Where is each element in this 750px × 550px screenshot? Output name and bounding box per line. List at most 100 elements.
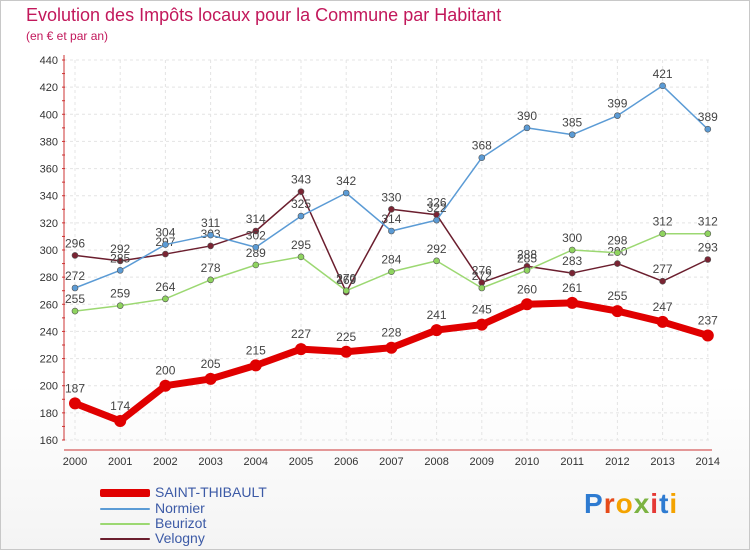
data-label-beurizot: 259 xyxy=(110,287,130,301)
x-tick-label: 2006 xyxy=(334,456,358,468)
data-point-normier xyxy=(252,243,260,251)
data-label-beurizot: 255 xyxy=(65,292,85,306)
legend-item-beurizot: Beurizot xyxy=(100,515,320,531)
data-point-beurizot xyxy=(478,284,486,292)
data-point-normier xyxy=(704,125,712,133)
data-label-normier: 342 xyxy=(336,174,356,188)
y-tick-label: 160 xyxy=(40,435,58,447)
data-label-velogny: 330 xyxy=(381,190,401,204)
data-point-velogny xyxy=(297,188,305,195)
data-point-beurizot xyxy=(252,261,260,269)
x-tick-label: 2012 xyxy=(605,456,629,468)
brand-letter: i xyxy=(669,488,679,519)
data-point-beurizot xyxy=(388,268,395,276)
data-point-velogny xyxy=(207,242,214,250)
x-tick-label: 2014 xyxy=(696,456,720,468)
data-point-normier xyxy=(297,212,305,220)
data-label-velogny: 277 xyxy=(653,262,673,276)
x-tick-label: 2013 xyxy=(650,456,674,468)
data-label-velogny: 276 xyxy=(472,264,492,278)
data-label-normier: 302 xyxy=(246,228,266,242)
data-point-beurizot xyxy=(659,230,666,238)
data-point-beurizot xyxy=(614,249,621,257)
data-label-saint-thibault: 241 xyxy=(427,308,447,322)
x-tick-label: 2011 xyxy=(560,456,584,468)
legend-swatch-velogny xyxy=(100,538,150,540)
data-label-normier: 325 xyxy=(291,197,311,211)
data-point-saint-thibault xyxy=(385,341,398,354)
data-label-saint-thibault: 247 xyxy=(653,300,673,314)
data-point-normier xyxy=(568,131,576,138)
data-label-saint-thibault: 260 xyxy=(517,282,537,296)
data-label-normier: 311 xyxy=(201,216,220,230)
data-label-normier: 421 xyxy=(653,67,673,81)
x-tick-label: 2003 xyxy=(198,456,222,468)
data-point-saint-thibault xyxy=(249,359,262,372)
y-tick-label: 400 xyxy=(40,109,58,121)
data-label-velogny: 343 xyxy=(291,173,311,187)
data-label-beurizot: 285 xyxy=(517,251,537,265)
legend-label: Normier xyxy=(155,500,205,516)
brand-letter: P xyxy=(584,488,604,519)
data-point-saint-thibault xyxy=(204,372,217,385)
data-point-saint-thibault xyxy=(340,345,353,358)
data-point-beurizot xyxy=(116,302,124,309)
data-point-saint-thibault xyxy=(430,324,443,337)
x-tick-label: 2009 xyxy=(470,456,494,468)
data-point-normier xyxy=(478,154,486,162)
data-label-normier: 368 xyxy=(472,139,492,153)
x-tick-label: 2004 xyxy=(244,456,268,468)
data-label-normier: 385 xyxy=(562,116,582,130)
data-point-normier xyxy=(614,112,621,119)
data-label-beurizot: 300 xyxy=(562,231,582,245)
data-point-velogny xyxy=(71,252,79,259)
data-label-normier: 322 xyxy=(427,201,447,215)
data-label-saint-thibault: 245 xyxy=(472,303,492,317)
data-label-saint-thibault: 215 xyxy=(246,343,266,357)
data-point-velogny xyxy=(116,257,124,265)
data-point-velogny xyxy=(568,269,576,277)
y-tick-label: 300 xyxy=(40,245,58,257)
data-point-normier xyxy=(342,189,350,197)
y-tick-label: 380 xyxy=(40,136,58,148)
data-label-normier: 272 xyxy=(65,269,85,283)
brand-letter: x xyxy=(633,488,651,519)
legend-swatch-saint-thibault xyxy=(100,489,150,497)
data-point-beurizot xyxy=(523,267,531,274)
data-point-saint-thibault xyxy=(611,305,624,318)
data-point-velogny xyxy=(659,277,666,285)
brand-letter: o xyxy=(615,488,634,519)
y-tick-label: 320 xyxy=(40,218,58,230)
legend-label: SAINT-THIBAULT xyxy=(155,484,267,500)
data-point-beurizot xyxy=(71,307,79,315)
y-tick-label: 200 xyxy=(40,381,58,393)
data-point-saint-thibault xyxy=(701,329,714,342)
data-label-velogny: 288 xyxy=(517,247,537,261)
data-label-saint-thibault: 237 xyxy=(698,314,718,328)
data-point-saint-thibault xyxy=(69,397,81,410)
data-label-saint-thibault: 174 xyxy=(110,399,130,413)
chart-title: Evolution des Impôts locaux pour la Comm… xyxy=(26,5,502,25)
data-label-normier: 399 xyxy=(607,97,627,111)
data-point-normier xyxy=(523,124,531,132)
data-label-beurizot: 270 xyxy=(336,272,356,286)
legend-item-saint-thibault: SAINT-THIBAULT xyxy=(100,484,320,500)
data-label-beurizot: 284 xyxy=(381,253,401,267)
data-point-normier xyxy=(162,241,169,248)
data-label-saint-thibault: 225 xyxy=(336,330,356,344)
data-point-normier xyxy=(433,216,440,224)
data-label-velogny: 269 xyxy=(336,273,356,287)
x-tick-label: 2000 xyxy=(63,456,87,468)
y-tick-label: 220 xyxy=(40,354,58,366)
data-point-normier xyxy=(71,284,79,292)
legend-swatch-beurizot xyxy=(100,523,150,525)
data-label-beurizot: 272 xyxy=(472,269,492,283)
x-tick-label: 2008 xyxy=(424,456,448,468)
data-label-saint-thibault: 255 xyxy=(607,289,627,303)
y-tick-label: 340 xyxy=(40,191,58,203)
data-point-saint-thibault xyxy=(159,379,172,392)
data-label-beurizot: 312 xyxy=(653,215,673,229)
data-point-saint-thibault xyxy=(521,298,533,311)
